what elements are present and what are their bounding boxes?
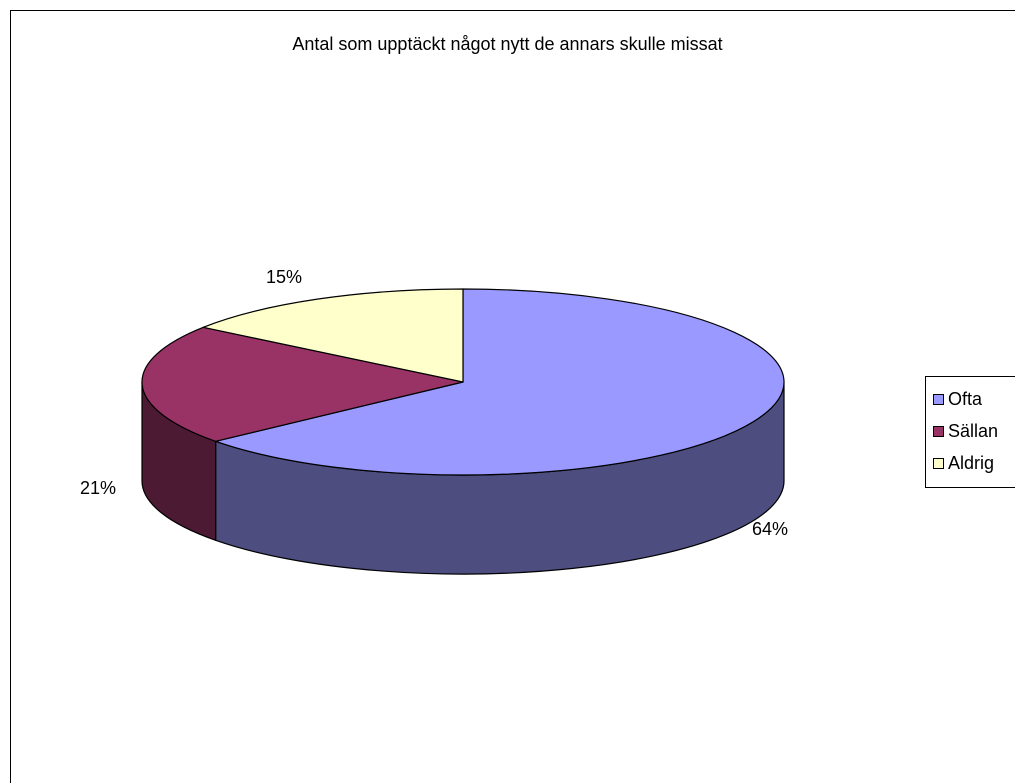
legend-swatch-sallan <box>933 425 944 437</box>
legend-swatch-aldrig <box>933 457 944 469</box>
legend-item-aldrig: Aldrig <box>933 451 994 475</box>
legend: Ofta Sällan Aldrig <box>925 376 1015 488</box>
legend-item-ofta: Ofta <box>933 387 982 411</box>
pie-slice-sallan <box>141 326 464 442</box>
data-label-sallan: 21% <box>80 478 117 498</box>
pie-slice-aldrig <box>202 288 464 383</box>
legend-swatch-ofta <box>933 393 944 405</box>
legend-item-sallan: Sällan <box>933 419 998 443</box>
chart-title: Antal som upptäckt något nytt de annars … <box>292 34 723 54</box>
pie-tops <box>141 288 785 476</box>
legend-label-ofta: Ofta <box>948 388 983 409</box>
data-label-ofta: 64% <box>752 519 789 539</box>
legend-label-aldrig: Aldrig <box>948 452 995 473</box>
pie-slice-ofta <box>215 288 785 476</box>
data-label-aldrig: 15% <box>266 267 303 287</box>
legend-label-sallan: Sällan <box>948 420 999 441</box>
